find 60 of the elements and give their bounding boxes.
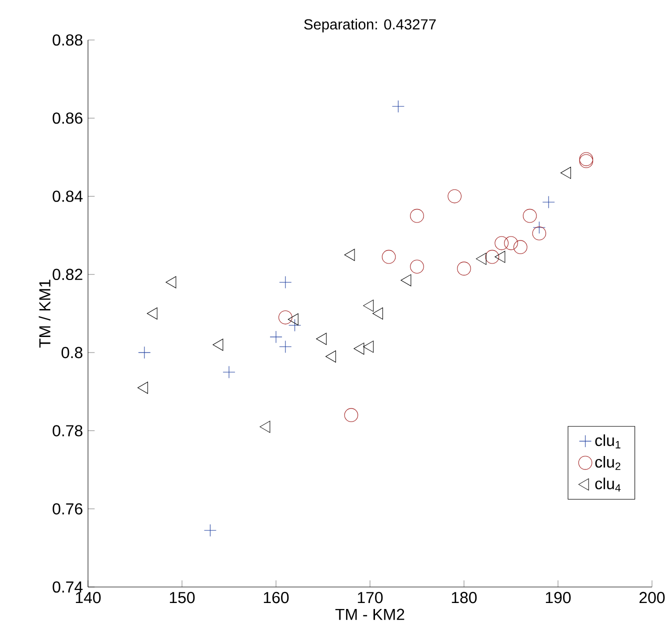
legend-label: clu$_{1}$ [595, 434, 620, 448]
y-tick-label: 0.76 [52, 503, 82, 514]
y-axis-title: TM / KM1 [38, 280, 50, 348]
point [204, 524, 216, 537]
point [344, 408, 358, 422]
point [513, 240, 528, 254]
point [532, 221, 546, 234]
point [137, 382, 148, 394]
point [344, 248, 355, 261]
point [146, 307, 158, 320]
point [392, 100, 404, 113]
point [270, 330, 282, 344]
x-tick-label: 160 [264, 592, 289, 604]
point [354, 342, 364, 355]
point [485, 250, 500, 264]
point [448, 189, 462, 204]
point [363, 340, 374, 353]
y-tick-label: 0.82 [52, 268, 82, 280]
point [279, 276, 292, 288]
point [278, 310, 292, 324]
x-axis-title: TM - KM2 [335, 608, 404, 620]
point [138, 346, 151, 359]
point [363, 300, 374, 312]
point [476, 252, 486, 265]
point [212, 338, 224, 351]
point [316, 332, 327, 345]
point [166, 276, 176, 288]
x-tick-label: 200 [640, 592, 665, 604]
y-tick-label: 0.74 [52, 581, 83, 593]
point [382, 250, 396, 264]
x-tick-label: 180 [452, 592, 477, 604]
point [222, 366, 236, 378]
point [372, 307, 383, 320]
legend-label: clu$_{4}$ [595, 478, 621, 492]
point [542, 196, 555, 208]
point [279, 340, 292, 353]
point [504, 236, 518, 250]
point [457, 262, 471, 276]
chart-title: Separation: 0.43277 [304, 18, 436, 32]
point [400, 274, 412, 286]
x-tick-label: 170 [358, 592, 383, 604]
point [410, 208, 424, 223]
point [325, 350, 336, 362]
x-tick-label: 150 [170, 592, 195, 604]
point [532, 226, 546, 240]
y-tick-label: 0.78 [52, 425, 82, 436]
legend-label: clu$_{2}$ [595, 456, 620, 470]
point [522, 208, 537, 223]
point [288, 318, 302, 332]
y-tick-label: 0.88 [52, 34, 82, 46]
point [494, 236, 509, 250]
point [288, 313, 298, 326]
point [494, 250, 506, 263]
point [260, 420, 270, 433]
y-tick-label: 0.8 [62, 346, 82, 358]
x-tick-label: 140 [76, 592, 101, 604]
y-tick-label: 0.86 [52, 112, 82, 124]
x-tick-label: 190 [546, 592, 571, 604]
y-tick-label: 0.84 [52, 190, 83, 202]
point [410, 260, 424, 274]
